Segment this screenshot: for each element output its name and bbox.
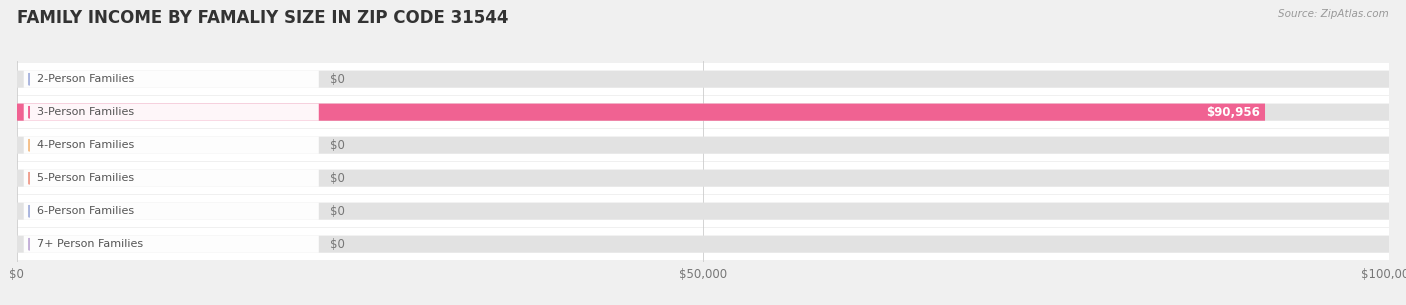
Text: Source: ZipAtlas.com: Source: ZipAtlas.com: [1278, 9, 1389, 19]
Text: $0: $0: [330, 205, 344, 218]
Text: 2-Person Families: 2-Person Families: [38, 74, 135, 84]
FancyBboxPatch shape: [24, 137, 319, 154]
Bar: [17, 96, 1389, 128]
FancyBboxPatch shape: [17, 203, 1389, 220]
FancyBboxPatch shape: [17, 170, 1389, 187]
Bar: [17, 162, 1389, 194]
FancyBboxPatch shape: [24, 235, 319, 253]
FancyBboxPatch shape: [24, 70, 319, 88]
Bar: [17, 228, 1389, 260]
Text: $0: $0: [330, 139, 344, 152]
FancyBboxPatch shape: [24, 170, 319, 187]
Bar: [17, 63, 1389, 95]
FancyBboxPatch shape: [17, 104, 1265, 121]
FancyBboxPatch shape: [17, 137, 1389, 154]
Text: FAMILY INCOME BY FAMALIY SIZE IN ZIP CODE 31544: FAMILY INCOME BY FAMALIY SIZE IN ZIP COD…: [17, 9, 509, 27]
Text: 7+ Person Families: 7+ Person Families: [38, 239, 143, 249]
FancyBboxPatch shape: [17, 70, 1389, 88]
Text: $90,956: $90,956: [1206, 106, 1260, 119]
Text: 5-Person Families: 5-Person Families: [38, 173, 135, 183]
Text: 3-Person Families: 3-Person Families: [38, 107, 135, 117]
Bar: [17, 129, 1389, 161]
Text: $0: $0: [330, 172, 344, 185]
FancyBboxPatch shape: [17, 235, 1389, 253]
FancyBboxPatch shape: [24, 104, 319, 121]
Text: $0: $0: [330, 238, 344, 251]
Text: $0: $0: [330, 73, 344, 86]
Text: 6-Person Families: 6-Person Families: [38, 206, 135, 216]
FancyBboxPatch shape: [24, 203, 319, 220]
Text: 4-Person Families: 4-Person Families: [38, 140, 135, 150]
Bar: [17, 195, 1389, 227]
FancyBboxPatch shape: [17, 104, 1389, 121]
